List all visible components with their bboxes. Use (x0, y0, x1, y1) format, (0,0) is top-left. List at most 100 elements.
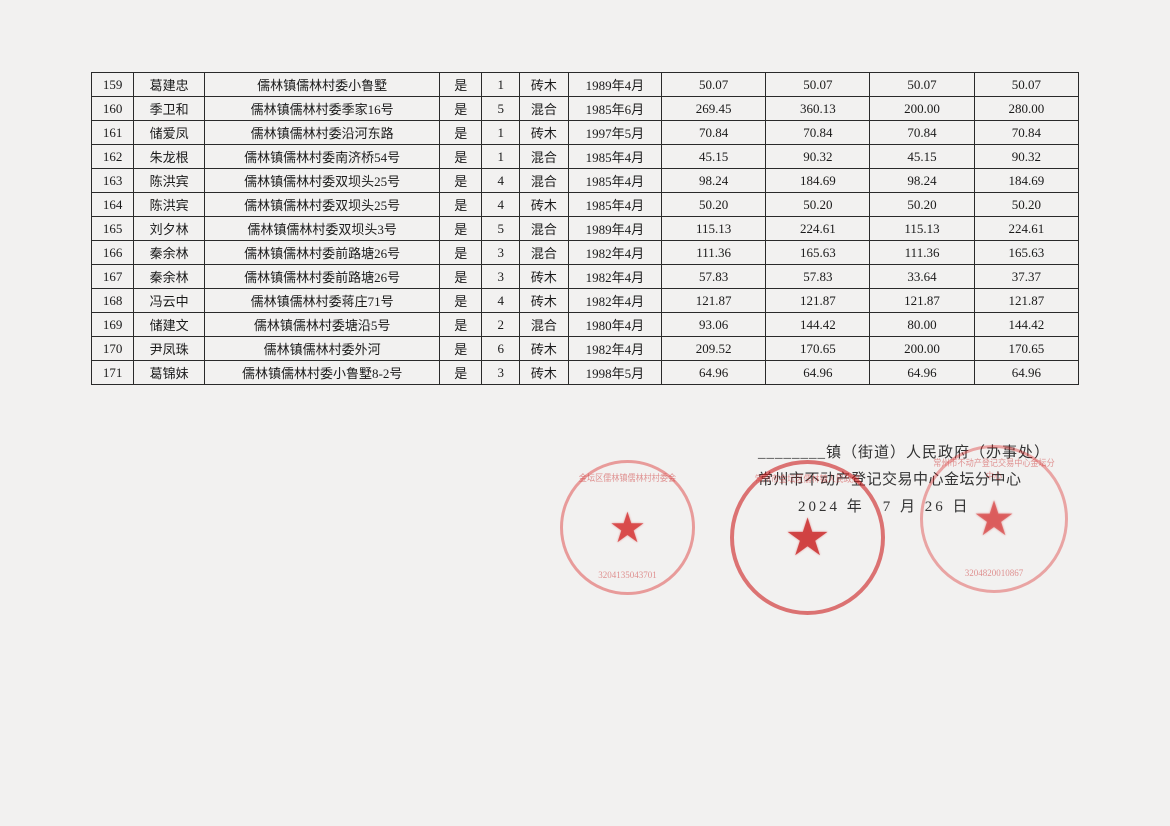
table-cell: 砖木 (520, 193, 569, 217)
table-cell: 165.63 (974, 241, 1078, 265)
table-cell: 葛建忠 (134, 73, 205, 97)
table-cell: 儒林镇儒林村委小鲁墅8-2号 (205, 361, 440, 385)
table-cell: 是 (440, 145, 482, 169)
stamp-star-icon: ★ (784, 508, 831, 568)
table-cell: 269.45 (661, 97, 765, 121)
table-cell: 儒林镇儒林村委双坝头25号 (205, 169, 440, 193)
table-cell: 砖木 (520, 265, 569, 289)
table-cell: 儒林镇儒林村委蒋庄71号 (205, 289, 440, 313)
table-cell: 是 (440, 73, 482, 97)
table-cell: 儒林镇儒林村委外河 (205, 337, 440, 361)
table-cell: 1998年5月 (568, 361, 661, 385)
table-cell: 70.84 (870, 121, 974, 145)
table-cell: 224.61 (974, 217, 1078, 241)
table-cell: 砖木 (520, 73, 569, 97)
table-cell: 混合 (520, 241, 569, 265)
table-cell: 159 (92, 73, 134, 97)
table-cell: 4 (482, 289, 520, 313)
table-cell: 儒林镇儒林村委沿河东路 (205, 121, 440, 145)
table-cell: 是 (440, 289, 482, 313)
table-cell: 37.37 (974, 265, 1078, 289)
table-cell: 冯云中 (134, 289, 205, 313)
table-cell: 1 (482, 73, 520, 97)
table-cell: 是 (440, 121, 482, 145)
table-cell: 70.84 (661, 121, 765, 145)
table-cell: 是 (440, 217, 482, 241)
table-row: 162朱龙根儒林镇儒林村委南济桥54号是1混合1985年4月45.1590.32… (92, 145, 1079, 169)
stamp-3-top-text: 常州市不动产登记交易中心金坛分中心 (930, 456, 1058, 482)
table-cell: 3 (482, 265, 520, 289)
table-cell: 5 (482, 97, 520, 121)
official-stamp-2: 常州市金坛区儒林镇人民政府 ★ (730, 460, 885, 615)
table-cell: 45.15 (661, 145, 765, 169)
table-cell: 115.13 (661, 217, 765, 241)
table-cell: 224.61 (766, 217, 870, 241)
table-row: 170尹凤珠儒林镇儒林村委外河是6砖木1982年4月209.52170.6520… (92, 337, 1079, 361)
table-cell: 葛锦妹 (134, 361, 205, 385)
table-cell: 3 (482, 361, 520, 385)
table-row: 163陈洪宾儒林镇儒林村委双坝头25号是4混合1985年4月98.24184.6… (92, 169, 1079, 193)
table-cell: 50.20 (870, 193, 974, 217)
table-cell: 儒林镇儒林村委小鲁墅 (205, 73, 440, 97)
table-cell: 1980年4月 (568, 313, 661, 337)
table-cell: 50.20 (661, 193, 765, 217)
table-cell: 111.36 (661, 241, 765, 265)
table-cell: 是 (440, 337, 482, 361)
table-cell: 混合 (520, 145, 569, 169)
table-cell: 4 (482, 169, 520, 193)
table-cell: 3 (482, 241, 520, 265)
table-cell: 50.20 (974, 193, 1078, 217)
table-cell: 111.36 (870, 241, 974, 265)
table-cell: 50.20 (766, 193, 870, 217)
table-cell: 165.63 (766, 241, 870, 265)
table-cell: 1985年4月 (568, 193, 661, 217)
table-cell: 280.00 (974, 97, 1078, 121)
table-row: 167秦余林儒林镇儒林村委前路塘26号是3砖木1982年4月57.8357.83… (92, 265, 1079, 289)
official-stamp-1: 金坛区儒林镇儒林村村委会 ★ 3204135043701 (560, 460, 695, 595)
table-cell: 121.87 (974, 289, 1078, 313)
table-row: 166秦余林儒林镇儒林村委前路塘26号是3混合1982年4月111.36165.… (92, 241, 1079, 265)
stamp-1-bottom-text: 3204135043701 (563, 570, 692, 580)
table-cell: 165 (92, 217, 134, 241)
table-cell: 1982年4月 (568, 265, 661, 289)
table-cell: 1985年6月 (568, 97, 661, 121)
table-cell: 167 (92, 265, 134, 289)
stamp-2-top-text: 常州市金坛区儒林镇人民政府 (741, 472, 873, 485)
table-cell: 1985年4月 (568, 145, 661, 169)
table-cell: 184.69 (974, 169, 1078, 193)
table-cell: 64.96 (766, 361, 870, 385)
table-cell: 是 (440, 313, 482, 337)
stamp-star-icon: ★ (609, 503, 647, 553)
table-cell: 184.69 (766, 169, 870, 193)
table-cell: 70.84 (766, 121, 870, 145)
table-cell: 1982年4月 (568, 289, 661, 313)
table-cell: 57.83 (661, 265, 765, 289)
table-cell: 57.83 (766, 265, 870, 289)
table-row: 161储爱凤儒林镇儒林村委沿河东路是1砖木1997年5月70.8470.8470… (92, 121, 1079, 145)
table-cell: 5 (482, 217, 520, 241)
table-cell: 121.87 (661, 289, 765, 313)
table-cell: 164 (92, 193, 134, 217)
table-cell: 尹凤珠 (134, 337, 205, 361)
table-cell: 砖木 (520, 337, 569, 361)
table-cell: 170.65 (974, 337, 1078, 361)
table-cell: 1982年4月 (568, 241, 661, 265)
table-cell: 2 (482, 313, 520, 337)
table-cell: 160 (92, 97, 134, 121)
table-row: 168冯云中儒林镇儒林村委蒋庄71号是4砖木1982年4月121.87121.8… (92, 289, 1079, 313)
table-cell: 1 (482, 145, 520, 169)
table-cell: 45.15 (870, 145, 974, 169)
table-cell: 季卫和 (134, 97, 205, 121)
table-cell: 98.24 (870, 169, 974, 193)
table-cell: 98.24 (661, 169, 765, 193)
table-cell: 4 (482, 193, 520, 217)
table-cell: 陈洪宾 (134, 169, 205, 193)
table-row: 171葛锦妹儒林镇儒林村委小鲁墅8-2号是3砖木1998年5月64.9664.9… (92, 361, 1079, 385)
table-cell: 儒林镇儒林村委季家16号 (205, 97, 440, 121)
table-cell: 混合 (520, 313, 569, 337)
table-cell: 是 (440, 361, 482, 385)
table-cell: 混合 (520, 97, 569, 121)
table-cell: 50.07 (766, 73, 870, 97)
stamp-3-bottom-text: 3204820010867 (923, 568, 1065, 578)
table-cell: 121.87 (766, 289, 870, 313)
